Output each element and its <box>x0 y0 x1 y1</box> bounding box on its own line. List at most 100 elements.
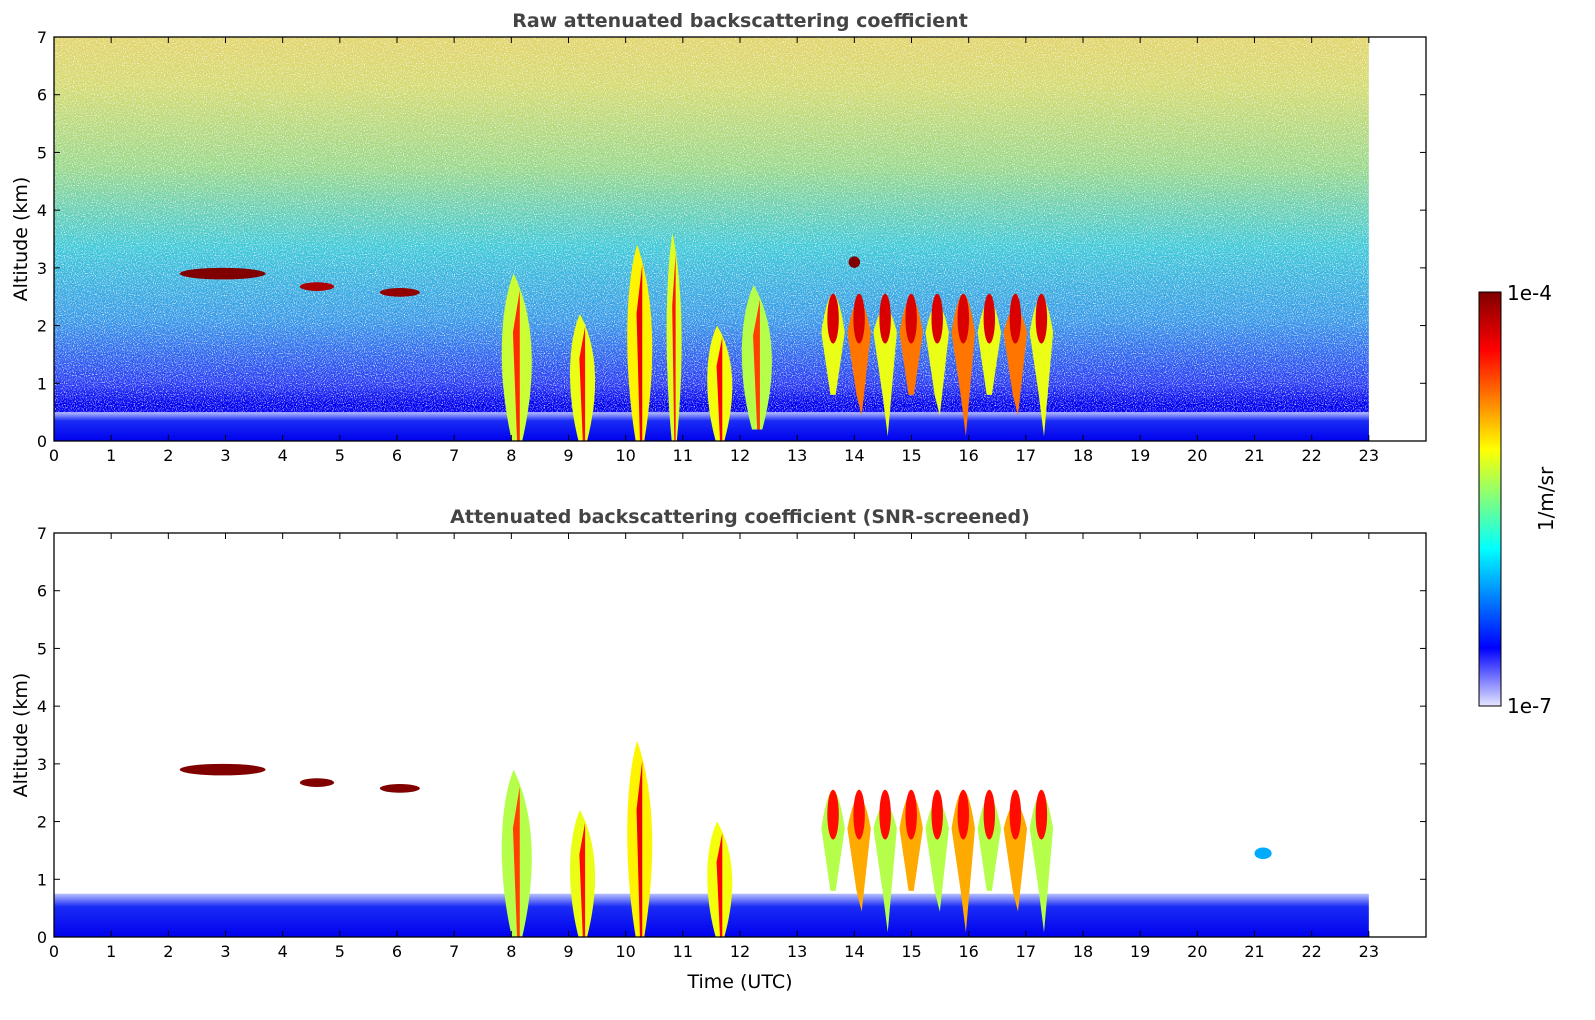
y-tick-label: 6 <box>37 86 47 105</box>
x-tick-label: 7 <box>449 446 459 465</box>
y-tick-label: 7 <box>37 28 47 47</box>
x-tick-label: 22 <box>1301 942 1321 961</box>
cloud-layer <box>179 763 266 776</box>
x-tick-label: 3 <box>220 942 230 961</box>
y-tick-label: 4 <box>37 201 47 220</box>
y-tick-label: 5 <box>37 143 47 162</box>
x-tick-label: 16 <box>958 446 978 465</box>
y-tick-label: 2 <box>37 317 47 336</box>
cloud-core <box>853 293 865 344</box>
x-tick-label: 18 <box>1073 446 1093 465</box>
cloud-cell <box>1029 793 1054 933</box>
x-tick-label: 22 <box>1301 446 1321 465</box>
cloud-cell <box>977 797 1002 891</box>
cloud-cell <box>1003 308 1028 416</box>
x-tick-label: 0 <box>49 446 59 465</box>
x-tick-label: 12 <box>730 446 750 465</box>
cloud-cell <box>873 804 897 933</box>
precipitation-core <box>512 786 520 937</box>
x-tick-label: 17 <box>1016 942 1036 961</box>
precipitation-core <box>753 299 760 430</box>
cloud-core <box>931 293 943 344</box>
cloud-cell <box>925 800 949 912</box>
cloud-layer <box>379 784 420 793</box>
precipitation-core <box>636 760 643 937</box>
plot-frame <box>53 532 1427 938</box>
x-tick-label: 13 <box>787 446 807 465</box>
cloud-cell <box>847 797 871 912</box>
x-tick-label: 16 <box>958 942 978 961</box>
cloud-cell <box>1003 804 1028 912</box>
cloud-cell <box>847 301 871 416</box>
cloud-core <box>879 293 891 344</box>
cloud-layer <box>299 778 335 787</box>
cloud-core <box>1035 293 1048 344</box>
cloud-layer <box>1254 847 1272 860</box>
cloud-core <box>983 789 996 840</box>
x-tick-label: 14 <box>844 446 864 465</box>
x-tick-label: 6 <box>392 942 402 961</box>
colorbar-max-label: 1e-4 <box>1507 281 1552 305</box>
cloud-layer <box>179 267 266 280</box>
x-tick-label: 6 <box>392 446 402 465</box>
cloud-cell <box>873 308 897 437</box>
cloud-cell <box>821 790 845 891</box>
cloud-cell <box>977 301 1002 395</box>
cloud-cell <box>925 304 949 416</box>
x-axis: 0 1 2 3 4 5 6 7 8 9 10 11 12 13 14 15 16 17 18 19 20 21 22 23 <box>49 37 1379 465</box>
x-tick-label: 20 <box>1187 942 1207 961</box>
x-tick-label: 8 <box>506 942 516 961</box>
panel-screened: Attenuated backscattering coefficient (S… <box>10 506 1427 993</box>
y-tick-label: 7 <box>37 524 47 543</box>
cloud-core <box>1009 293 1022 344</box>
x-tick-label: 2 <box>163 446 173 465</box>
cloud-core <box>931 789 943 840</box>
x-tick-label: 1 <box>106 446 116 465</box>
cloud-core <box>1035 789 1048 840</box>
y-axis-label: Altitude (km) <box>10 177 32 302</box>
x-tick-label: 2 <box>163 942 173 961</box>
precipitation-core <box>636 264 643 441</box>
precipitation-core <box>579 326 586 441</box>
x-tick-label: 0 <box>49 942 59 961</box>
y-tick-label: 0 <box>37 432 47 451</box>
x-tick-label: 9 <box>563 446 573 465</box>
cloud-core <box>827 293 839 344</box>
x-tick-label: 17 <box>1016 446 1036 465</box>
cloud-cell <box>899 297 923 395</box>
x-tick-label: 11 <box>673 446 693 465</box>
cloud-core <box>1009 789 1022 840</box>
x-tick-label: 8 <box>506 446 516 465</box>
y-tick-label: 4 <box>37 697 47 716</box>
plot-area <box>54 37 1369 441</box>
cloud-layer <box>379 288 420 297</box>
x-tick-label: 10 <box>615 942 635 961</box>
x-tick-label: 23 <box>1359 446 1379 465</box>
x-tick-label: 12 <box>730 942 750 961</box>
x-axis-label: Time (UTC) <box>686 971 792 993</box>
x-tick-label: 15 <box>901 446 921 465</box>
y-tick-label: 0 <box>37 928 47 947</box>
x-tick-label: 21 <box>1244 942 1264 961</box>
x-tick-label: 18 <box>1073 942 1093 961</box>
x-tick-label: 20 <box>1187 446 1207 465</box>
precipitation-core <box>672 254 676 441</box>
precipitation-core <box>716 337 723 441</box>
x-tick-label: 11 <box>673 942 693 961</box>
cloud-cell <box>899 793 923 891</box>
y-axis-label: Altitude (km) <box>10 673 32 798</box>
y-tick-label: 1 <box>37 870 47 889</box>
cloud-cell <box>821 294 845 395</box>
cloud-cell <box>951 294 975 437</box>
y-tick-label: 3 <box>37 259 47 278</box>
x-tick-label: 13 <box>787 942 807 961</box>
colorbar-min-label: 1e-7 <box>1507 694 1552 718</box>
x-tick-label: 3 <box>220 446 230 465</box>
x-tick-label: 14 <box>844 942 864 961</box>
x-tick-label: 5 <box>335 446 345 465</box>
x-tick-label: 21 <box>1244 446 1264 465</box>
y-tick-label: 2 <box>37 813 47 832</box>
x-tick-label: 19 <box>1130 942 1150 961</box>
cloud-layer <box>848 256 861 268</box>
